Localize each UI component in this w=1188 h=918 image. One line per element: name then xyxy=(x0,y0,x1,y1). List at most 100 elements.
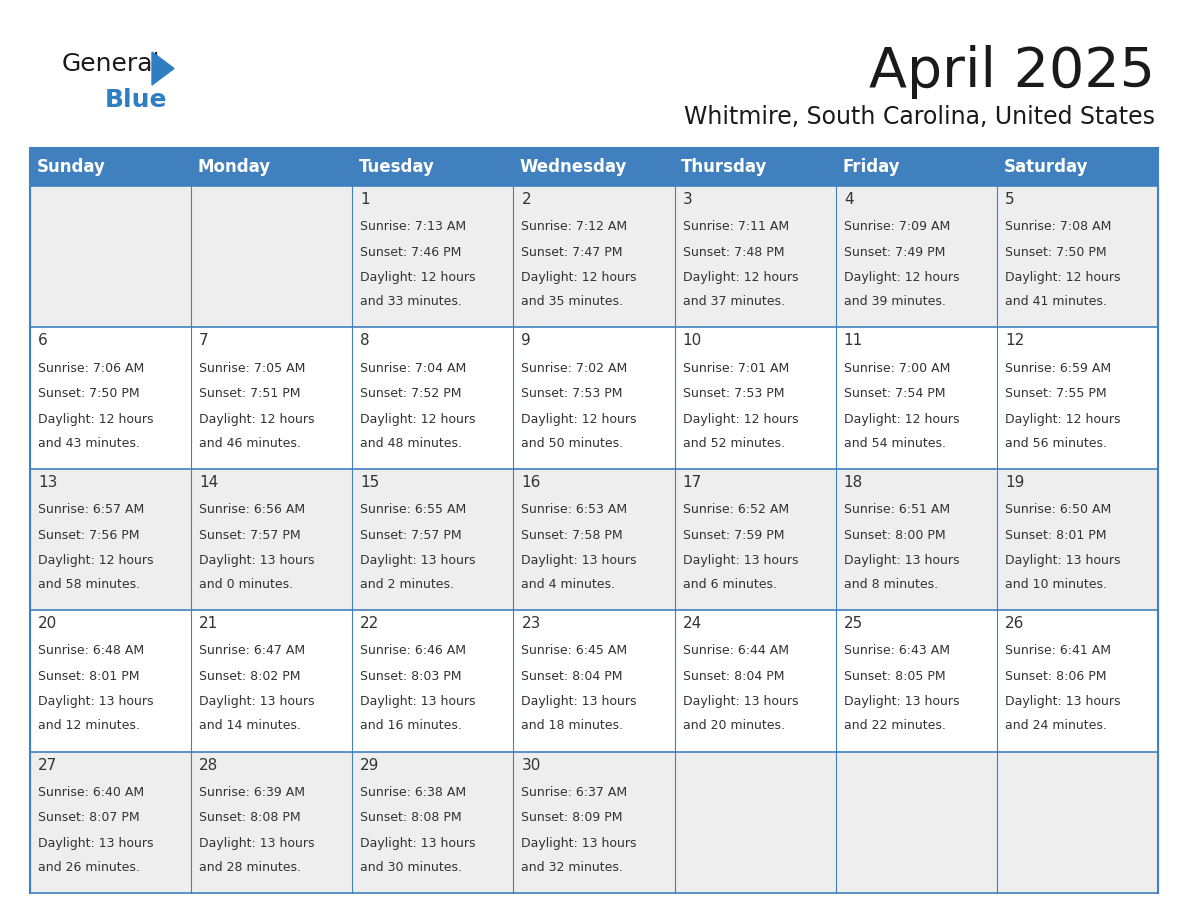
Text: Tuesday: Tuesday xyxy=(359,158,435,176)
Text: Sunrise: 6:57 AM: Sunrise: 6:57 AM xyxy=(38,503,144,516)
Text: Sunrise: 6:41 AM: Sunrise: 6:41 AM xyxy=(1005,644,1111,657)
Text: Sunset: 7:50 PM: Sunset: 7:50 PM xyxy=(1005,246,1106,259)
Text: Daylight: 13 hours: Daylight: 13 hours xyxy=(1005,695,1120,709)
Text: 12: 12 xyxy=(1005,333,1024,349)
Text: Sunrise: 7:11 AM: Sunrise: 7:11 AM xyxy=(683,220,789,233)
Text: Sunrise: 6:44 AM: Sunrise: 6:44 AM xyxy=(683,644,789,657)
Text: Sunset: 7:46 PM: Sunset: 7:46 PM xyxy=(360,246,462,259)
Text: Sunrise: 6:47 AM: Sunrise: 6:47 AM xyxy=(200,644,305,657)
Text: Sunrise: 6:55 AM: Sunrise: 6:55 AM xyxy=(360,503,467,516)
Text: and 56 minutes.: and 56 minutes. xyxy=(1005,437,1107,450)
Text: Sunset: 7:53 PM: Sunset: 7:53 PM xyxy=(522,387,623,400)
Text: Sunrise: 6:39 AM: Sunrise: 6:39 AM xyxy=(200,786,305,799)
Text: Daylight: 13 hours: Daylight: 13 hours xyxy=(360,837,476,850)
Text: 4: 4 xyxy=(843,192,853,207)
Text: Daylight: 12 hours: Daylight: 12 hours xyxy=(38,412,153,426)
Text: Sunset: 8:04 PM: Sunset: 8:04 PM xyxy=(683,670,784,683)
Text: Sunset: 7:49 PM: Sunset: 7:49 PM xyxy=(843,246,946,259)
Text: Sunrise: 6:43 AM: Sunrise: 6:43 AM xyxy=(843,644,949,657)
Text: Sunset: 8:08 PM: Sunset: 8:08 PM xyxy=(200,812,301,824)
Text: 24: 24 xyxy=(683,616,702,632)
Text: Daylight: 13 hours: Daylight: 13 hours xyxy=(1005,554,1120,567)
Text: Daylight: 12 hours: Daylight: 12 hours xyxy=(522,271,637,285)
Text: and 54 minutes.: and 54 minutes. xyxy=(843,437,946,450)
Text: Friday: Friday xyxy=(842,158,899,176)
Bar xyxy=(30,469,1158,610)
Text: and 39 minutes.: and 39 minutes. xyxy=(843,296,946,308)
Text: and 41 minutes.: and 41 minutes. xyxy=(1005,296,1107,308)
Text: General: General xyxy=(62,52,160,76)
Text: Daylight: 13 hours: Daylight: 13 hours xyxy=(360,695,476,709)
Text: and 26 minutes.: and 26 minutes. xyxy=(38,861,140,874)
Text: and 6 minutes.: and 6 minutes. xyxy=(683,578,777,591)
Text: Daylight: 12 hours: Daylight: 12 hours xyxy=(1005,271,1120,285)
Text: Thursday: Thursday xyxy=(681,158,767,176)
Text: 8: 8 xyxy=(360,333,369,349)
Text: Daylight: 13 hours: Daylight: 13 hours xyxy=(522,554,637,567)
Text: and 0 minutes.: and 0 minutes. xyxy=(200,578,293,591)
Text: 20: 20 xyxy=(38,616,57,632)
Text: and 52 minutes.: and 52 minutes. xyxy=(683,437,784,450)
Text: Sunrise: 6:48 AM: Sunrise: 6:48 AM xyxy=(38,644,144,657)
Text: Sunset: 7:52 PM: Sunset: 7:52 PM xyxy=(360,387,462,400)
Text: and 28 minutes.: and 28 minutes. xyxy=(200,861,302,874)
Text: Daylight: 13 hours: Daylight: 13 hours xyxy=(843,695,959,709)
Text: 16: 16 xyxy=(522,475,541,490)
Text: 14: 14 xyxy=(200,475,219,490)
Text: 27: 27 xyxy=(38,757,57,773)
Text: and 10 minutes.: and 10 minutes. xyxy=(1005,578,1107,591)
Text: and 35 minutes.: and 35 minutes. xyxy=(522,296,624,308)
Text: 29: 29 xyxy=(360,757,380,773)
Text: 1: 1 xyxy=(360,192,369,207)
Bar xyxy=(30,328,1158,469)
Text: Daylight: 12 hours: Daylight: 12 hours xyxy=(683,412,798,426)
Text: April 2025: April 2025 xyxy=(868,45,1155,99)
Text: Wednesday: Wednesday xyxy=(520,158,627,176)
Text: 6: 6 xyxy=(38,333,48,349)
Bar xyxy=(30,752,1158,893)
Text: Sunrise: 6:56 AM: Sunrise: 6:56 AM xyxy=(200,503,305,516)
Text: Sunrise: 6:51 AM: Sunrise: 6:51 AM xyxy=(843,503,950,516)
Text: 21: 21 xyxy=(200,616,219,632)
Text: Sunset: 8:01 PM: Sunset: 8:01 PM xyxy=(38,670,139,683)
Text: Sunrise: 6:52 AM: Sunrise: 6:52 AM xyxy=(683,503,789,516)
Text: and 30 minutes.: and 30 minutes. xyxy=(360,861,462,874)
Text: Sunset: 7:47 PM: Sunset: 7:47 PM xyxy=(522,246,623,259)
Text: Sunset: 8:05 PM: Sunset: 8:05 PM xyxy=(843,670,946,683)
Text: Saturday: Saturday xyxy=(1004,158,1088,176)
Text: Daylight: 12 hours: Daylight: 12 hours xyxy=(683,271,798,285)
Text: Sunrise: 6:46 AM: Sunrise: 6:46 AM xyxy=(360,644,467,657)
Text: Sunset: 7:57 PM: Sunset: 7:57 PM xyxy=(200,529,301,542)
Text: Sunset: 7:48 PM: Sunset: 7:48 PM xyxy=(683,246,784,259)
Text: Sunrise: 7:06 AM: Sunrise: 7:06 AM xyxy=(38,362,144,375)
Text: Sunrise: 7:13 AM: Sunrise: 7:13 AM xyxy=(360,220,467,233)
Text: Daylight: 13 hours: Daylight: 13 hours xyxy=(522,695,637,709)
Text: Daylight: 12 hours: Daylight: 12 hours xyxy=(843,271,959,285)
Text: 5: 5 xyxy=(1005,192,1015,207)
Text: Sunrise: 6:37 AM: Sunrise: 6:37 AM xyxy=(522,786,627,799)
Text: Daylight: 12 hours: Daylight: 12 hours xyxy=(1005,412,1120,426)
Text: Monday: Monday xyxy=(197,158,271,176)
Text: Sunset: 8:07 PM: Sunset: 8:07 PM xyxy=(38,812,140,824)
Text: Daylight: 13 hours: Daylight: 13 hours xyxy=(683,554,798,567)
Text: and 43 minutes.: and 43 minutes. xyxy=(38,437,140,450)
Text: Daylight: 12 hours: Daylight: 12 hours xyxy=(38,554,153,567)
Text: Sunset: 8:06 PM: Sunset: 8:06 PM xyxy=(1005,670,1106,683)
Text: Sunrise: 7:01 AM: Sunrise: 7:01 AM xyxy=(683,362,789,375)
Text: 15: 15 xyxy=(360,475,380,490)
Text: and 33 minutes.: and 33 minutes. xyxy=(360,296,462,308)
Text: Sunset: 7:59 PM: Sunset: 7:59 PM xyxy=(683,529,784,542)
Text: Sunrise: 6:40 AM: Sunrise: 6:40 AM xyxy=(38,786,144,799)
Bar xyxy=(30,186,1158,328)
Text: Sunrise: 7:12 AM: Sunrise: 7:12 AM xyxy=(522,220,627,233)
Text: Daylight: 13 hours: Daylight: 13 hours xyxy=(843,554,959,567)
Text: Sunset: 8:01 PM: Sunset: 8:01 PM xyxy=(1005,529,1106,542)
Text: Sunrise: 7:05 AM: Sunrise: 7:05 AM xyxy=(200,362,305,375)
Text: 28: 28 xyxy=(200,757,219,773)
Text: Sunset: 7:55 PM: Sunset: 7:55 PM xyxy=(1005,387,1106,400)
Text: Sunset: 7:51 PM: Sunset: 7:51 PM xyxy=(200,387,301,400)
Bar xyxy=(30,148,1158,186)
Text: Daylight: 13 hours: Daylight: 13 hours xyxy=(360,554,476,567)
Text: and 37 minutes.: and 37 minutes. xyxy=(683,296,784,308)
Bar xyxy=(30,610,1158,752)
